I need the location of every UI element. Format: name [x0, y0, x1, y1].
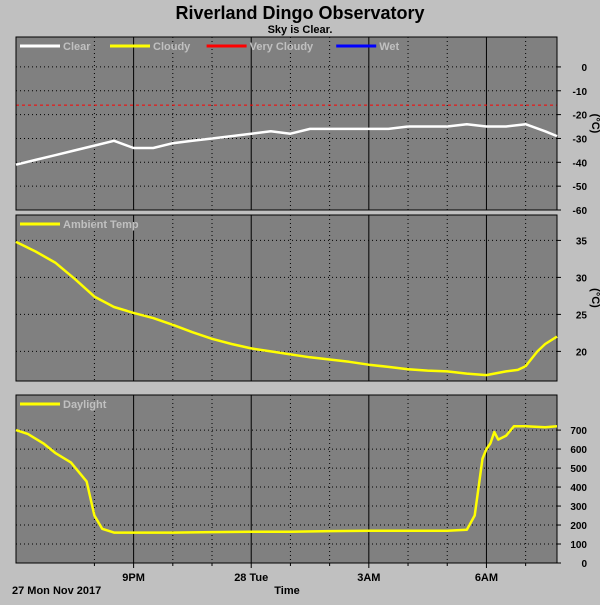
y-tick-label: -30	[573, 134, 588, 145]
x-tick-label: 9PM	[122, 572, 145, 584]
y-tick-label: 200	[570, 521, 587, 532]
legend-label: Ambient Temp	[63, 219, 139, 231]
y-tick-label: 35	[576, 236, 588, 247]
y-axis-label: (°C)	[589, 114, 600, 134]
legend-label: Wet	[379, 41, 399, 53]
y-tick-label: 0	[581, 63, 587, 74]
chart-title: Riverland Dingo Observatory	[175, 3, 424, 23]
y-tick-label: 500	[570, 464, 587, 475]
y-tick-label: -40	[573, 158, 588, 169]
plot-area	[16, 395, 557, 563]
y-tick-label: 25	[576, 310, 588, 321]
plot-border	[15, 36, 558, 211]
date-label: 27 Mon Nov 2017	[12, 585, 101, 597]
plot-area	[16, 37, 557, 210]
panel-3: 700 600 500 400 300 200 100 0 Daylight	[15, 394, 587, 570]
y-tick-label: 20	[576, 347, 588, 358]
y-tick-label: 300	[570, 502, 587, 513]
x-axis-label: Time	[274, 585, 299, 597]
x-axis: 9PM 28 Tue 3AM 6AM	[93, 563, 527, 584]
panel-2: 35 30 25 20 Ambient Temp (°C)	[15, 214, 600, 382]
x-tick-label: 3AM	[357, 572, 380, 584]
y-tick-label: -60	[573, 206, 588, 217]
chart-subtitle: Sky is Clear.	[268, 24, 333, 36]
y-tick-label: -50	[573, 182, 588, 193]
plot-border	[15, 214, 558, 382]
legend-label: Cloudy	[153, 41, 191, 53]
x-tick-label: 28 Tue	[234, 572, 268, 584]
x-tick-label: 6AM	[475, 572, 498, 584]
y-tick-label: 100	[570, 540, 587, 551]
plot-border	[15, 394, 558, 564]
legend-label: Clear	[63, 41, 91, 53]
panel-1: 0 -10 -20 -30 -40 -50 -60 Clear Cloudy Very Cloud…	[15, 36, 600, 217]
y-tick-label: 700	[570, 426, 587, 437]
y-tick-label: 30	[576, 273, 588, 284]
series-line	[15, 425, 558, 534]
y-tick-label: 400	[570, 483, 587, 494]
legend-label: Daylight	[63, 399, 107, 411]
y-tick-label: 0	[581, 559, 587, 570]
y-axis-label: (°C)	[589, 288, 600, 308]
y-tick-label: -20	[573, 111, 588, 122]
legend-label: Very Cloudy	[250, 41, 314, 53]
y-tick-label: -10	[573, 87, 588, 98]
series-line	[15, 122, 558, 166]
chart-panels: 0 -10 -20 -30 -40 -50 -60 Clear Cloudy Very Cloud…	[15, 36, 600, 570]
y-tick-label: 600	[570, 445, 587, 456]
series-line	[15, 240, 558, 377]
